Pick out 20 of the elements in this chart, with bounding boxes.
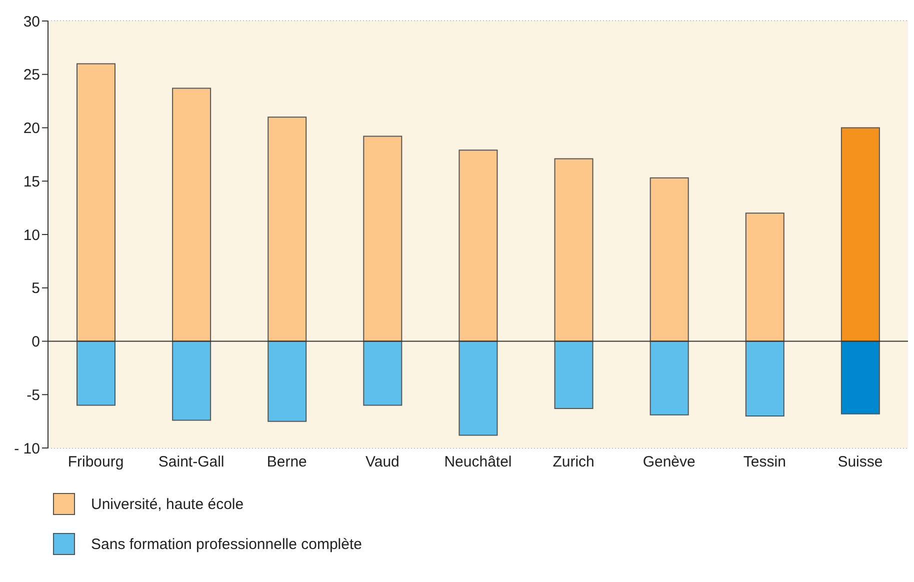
y-tick-label: 5: [32, 280, 40, 298]
y-tick-label: 20: [23, 120, 40, 138]
x-tick-label: Berne: [266, 454, 307, 471]
legend-label: Université, haute école: [91, 496, 244, 512]
x-tick-label: Genève: [642, 454, 696, 471]
y-tick-label: -5: [26, 386, 40, 404]
y-tick-label: 25: [23, 66, 40, 84]
x-tick-label: Neuchâtel: [444, 454, 512, 471]
y-tick-label: 30: [23, 13, 40, 30]
legend-label: Sans formation professionnelle complète: [91, 536, 362, 552]
y-tick-label: 10: [23, 226, 40, 244]
y-tick-label: 0: [32, 334, 40, 351]
x-tick-label: Zurich: [552, 454, 594, 471]
x-tick-label: Vaud: [365, 454, 400, 471]
x-tick-label: Fribourg: [68, 454, 124, 471]
x-tick-label: Suisse: [838, 454, 883, 471]
y-tick-label: 15: [23, 173, 40, 190]
y-tick-label: - 10: [14, 440, 40, 458]
x-tick-label: Saint-Gall: [158, 454, 224, 471]
x-tick-label: Tessin: [743, 454, 786, 471]
